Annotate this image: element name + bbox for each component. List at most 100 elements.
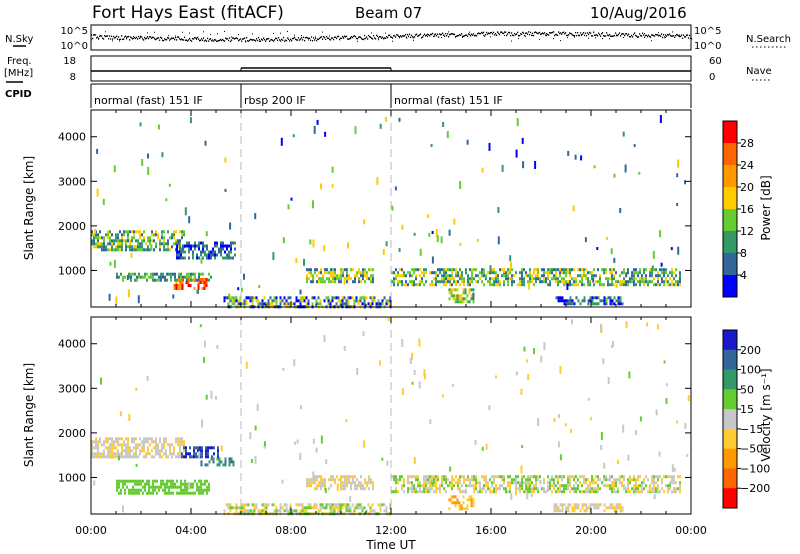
echo-cell: [170, 278, 172, 282]
echo-cell: [340, 277, 342, 281]
echo-cell: [107, 233, 109, 237]
echo-cell: [172, 294, 175, 299]
echo-cell: [647, 280, 649, 284]
noise-point: [145, 38, 147, 40]
echo-cell: [202, 491, 204, 495]
noise-point: [217, 40, 219, 42]
noise-point: [634, 32, 636, 34]
x-tick-label: 08:00: [275, 524, 307, 537]
noise-point: [668, 34, 670, 36]
echo-cell: [393, 271, 395, 275]
echo-cell: [184, 482, 186, 486]
noise-point: [508, 31, 510, 34]
echo-cell: [637, 271, 639, 275]
echo-cell: [347, 509, 350, 513]
echo-cell: [613, 302, 616, 306]
echo-cell: [487, 280, 489, 284]
echo-cell: [200, 272, 202, 276]
noise-point: [434, 35, 436, 37]
echo-cell: [333, 503, 336, 507]
echo-cell: [282, 237, 285, 244]
echo-cell: [346, 280, 348, 284]
echo-cell: [448, 229, 451, 236]
noise-point: [332, 37, 334, 39]
echo-cell: [218, 460, 221, 464]
echo-cell: [527, 484, 529, 488]
echo-cell: [671, 280, 673, 284]
echo-cell: [372, 487, 374, 491]
echo-cell: [148, 275, 150, 279]
echo-cell: [429, 484, 431, 488]
echo-cell: [559, 280, 561, 284]
echo-cell: [120, 411, 122, 417]
echo-cell: [565, 271, 567, 275]
echo-cell: [314, 271, 316, 275]
echo-cell: [120, 491, 122, 495]
echo-cell: [117, 233, 119, 237]
colorbar-tick-label: 16: [740, 203, 754, 216]
noise-point: [618, 33, 620, 36]
noise-point: [428, 34, 430, 36]
echo-cell: [133, 233, 135, 237]
echo-cell: [631, 478, 633, 482]
noise-point: [317, 38, 319, 40]
noise-point: [407, 33, 409, 36]
echo-cell: [212, 247, 214, 251]
noise-point: [212, 39, 214, 41]
echo-cell: [377, 503, 380, 507]
echo-cell: [511, 277, 513, 281]
echo-cell: [313, 503, 316, 507]
echo-cell: [172, 482, 174, 486]
echo-cell: [399, 478, 401, 482]
echo-cell: [449, 274, 451, 278]
echo-cell: [635, 268, 637, 272]
noise-point: [325, 38, 327, 41]
echo-cell: [401, 283, 403, 287]
noise-point: [451, 33, 453, 35]
noise-point: [345, 36, 347, 38]
echo-cell: [603, 509, 606, 513]
echo-cell: [229, 506, 232, 510]
noise-point: [170, 38, 172, 40]
echo-cell: [346, 268, 348, 272]
echo-cell: [173, 236, 175, 240]
echo-cell: [271, 299, 274, 303]
echo-cell: [162, 479, 164, 483]
echo-cell: [571, 268, 573, 272]
echo-cell: [191, 455, 193, 459]
echo-cell: [163, 236, 165, 240]
echo-cell: [133, 230, 135, 234]
echo-cell: [324, 271, 326, 275]
echo-cell: [225, 503, 228, 507]
echo-cell: [197, 455, 199, 459]
echo-cell: [285, 506, 288, 510]
echo-cell: [95, 443, 97, 447]
echo-cell: [463, 478, 465, 482]
echo-cell: [176, 256, 178, 260]
echo-cell: [468, 300, 471, 304]
noise-point: [184, 36, 186, 39]
echo-cell: [481, 271, 483, 275]
echo-cell: [398, 247, 401, 252]
echo-cell: [369, 509, 372, 513]
echo-cell: [199, 324, 202, 328]
echo-cell: [555, 277, 557, 281]
noise-search-point: [616, 34, 617, 36]
noise-point: [164, 38, 166, 40]
echo-cell: [563, 283, 565, 287]
echo-cell: [285, 509, 288, 513]
echo-cell: [203, 356, 205, 363]
echo-cell: [155, 440, 157, 444]
noise-point: [321, 36, 323, 38]
echo-cell: [564, 423, 567, 427]
echo-cell: [495, 277, 497, 281]
echo-cell: [109, 239, 111, 243]
echo-cell: [663, 268, 665, 272]
noise-point: [200, 39, 202, 41]
echo-cell: [189, 455, 191, 459]
echo-cell: [153, 239, 155, 243]
echo-cell: [453, 277, 455, 281]
echo-cell: [635, 484, 637, 488]
noise-point: [516, 33, 518, 35]
echo-cell: [447, 268, 449, 272]
